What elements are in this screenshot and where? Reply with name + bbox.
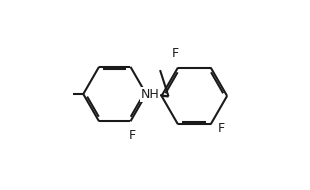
Text: F: F — [218, 123, 225, 135]
Text: F: F — [129, 129, 136, 142]
Text: NH: NH — [140, 88, 159, 101]
Text: F: F — [171, 47, 179, 60]
